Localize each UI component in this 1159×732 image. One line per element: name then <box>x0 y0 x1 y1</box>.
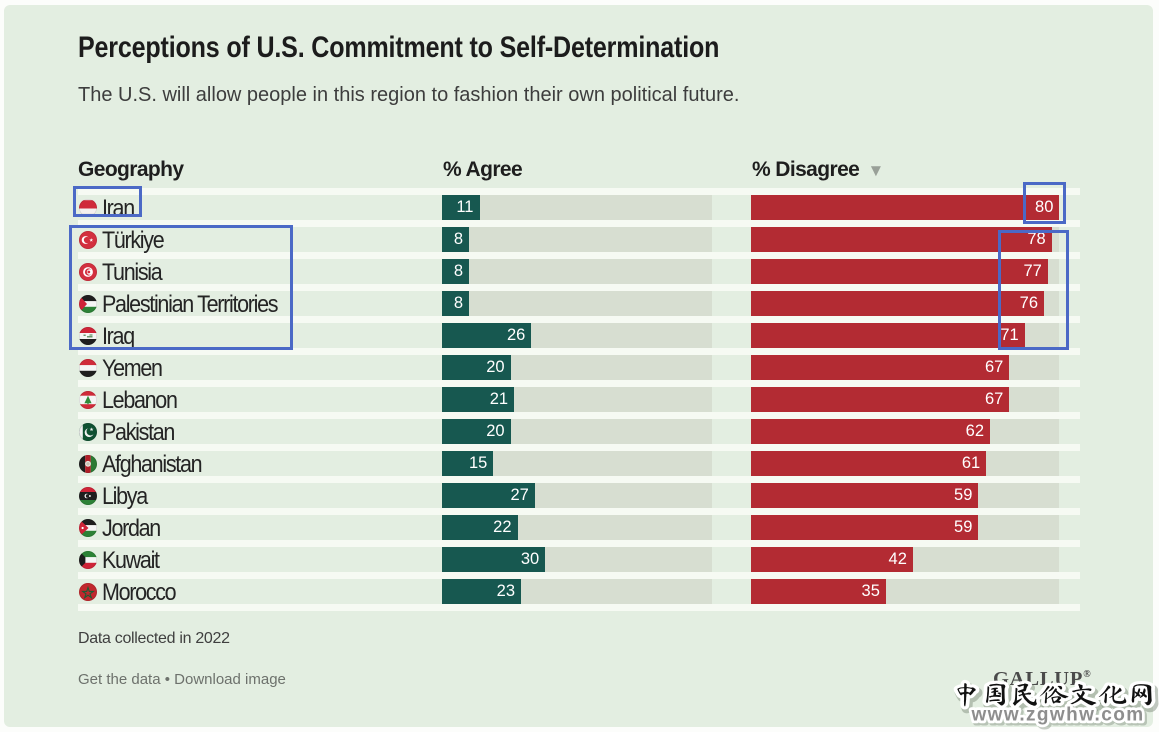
svg-text:www.zgwhw.com: www.zgwhw.com <box>970 705 1144 726</box>
svg-text:www.zgwhw.com: www.zgwhw.com <box>972 707 1146 728</box>
